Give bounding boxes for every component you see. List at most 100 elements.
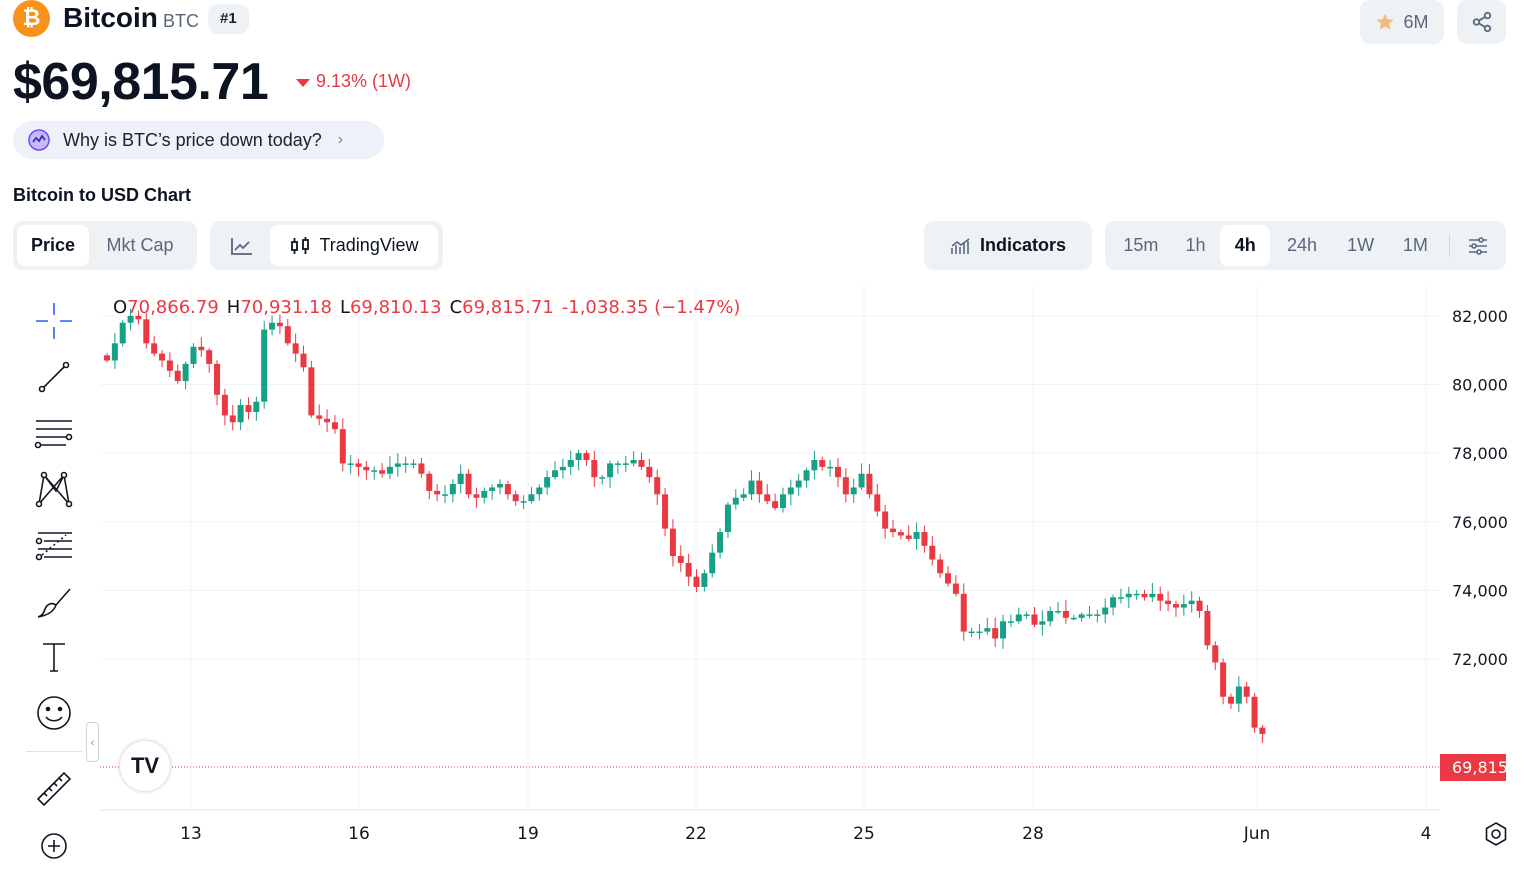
candle-body: [1157, 593, 1164, 601]
tab-price[interactable]: Price: [17, 225, 89, 266]
line-chart-button[interactable]: [214, 225, 270, 266]
candle-body: [544, 477, 551, 488]
ai-insight-button[interactable]: Why is BTC’s price down today? ›: [13, 121, 384, 159]
x-axis: 13 16 19 22 25 28 Jun 4: [180, 824, 1431, 844]
candle-body: [677, 556, 684, 563]
timeframe-24h[interactable]: 24h: [1286, 235, 1317, 255]
ruler-tool[interactable]: [30, 765, 78, 813]
text-tool[interactable]: [30, 633, 78, 681]
candle-body: [559, 466, 566, 471]
fib-tool[interactable]: [30, 521, 78, 569]
candle-body: [1172, 604, 1179, 608]
candle-body: [968, 631, 975, 634]
timeframe-1w[interactable]: 1W: [1347, 235, 1375, 255]
crosshair-tool[interactable]: [30, 297, 78, 345]
fib-icon: [35, 532, 72, 561]
ohlc-low: 69,810.13: [349, 297, 442, 318]
candle-body: [890, 528, 896, 533]
candle-body: [300, 353, 307, 368]
bitcoin-logo-icon: ₿: [13, 0, 50, 37]
watchlist-button[interactable]: 6M: [1360, 0, 1444, 44]
star-icon: [1376, 13, 1394, 30]
candle-body: [1188, 600, 1195, 605]
timeframe-4h[interactable]: 4h: [1220, 225, 1271, 266]
candle-body: [1015, 614, 1022, 622]
candle-body: [882, 511, 889, 529]
candle-body: [1251, 696, 1258, 728]
candle-body: [481, 490, 488, 498]
candle-body: [614, 463, 621, 465]
timeframe-1h[interactable]: 1h: [1185, 235, 1206, 255]
candle-body: [292, 343, 299, 354]
candle-body: [1196, 600, 1203, 611]
candle-body: [528, 494, 535, 502]
chevron-right-icon: ›: [337, 131, 344, 148]
ohlc-high: 70,931.18: [240, 297, 332, 318]
candle-body: [410, 463, 417, 465]
candle-body: [599, 477, 606, 479]
candle-body: [182, 363, 189, 382]
zoom-in-tool[interactable]: [30, 820, 78, 868]
horizontal-lines-tool[interactable]: [30, 409, 78, 457]
emoji-tool[interactable]: [30, 689, 78, 737]
candle-body: [937, 559, 944, 574]
candle-body: [206, 350, 213, 364]
candle-body: [779, 494, 786, 509]
brush-tool[interactable]: [30, 577, 78, 625]
candle-body: [1141, 593, 1148, 598]
collapse-toolbar-button[interactable]: ‹: [86, 722, 99, 762]
candle-body: [842, 477, 849, 495]
ohlc-close: 69,815.71: [462, 297, 554, 318]
timeframe-15m[interactable]: 15m: [1123, 235, 1159, 255]
trend-line-tool[interactable]: [30, 353, 78, 401]
pattern-tool[interactable]: [30, 465, 78, 513]
candle-body: [669, 528, 676, 557]
text-icon: [43, 643, 65, 672]
horizontal-lines-icon: [34, 420, 73, 449]
x-tick-label: Jun: [1243, 824, 1271, 844]
candle-body: [583, 453, 590, 460]
candle-body: [701, 573, 708, 587]
candle-body: [787, 487, 794, 495]
candle-body: [1259, 727, 1266, 734]
indicators-button[interactable]: Indicators: [924, 221, 1092, 270]
candle-body: [489, 487, 496, 491]
candle-body: [457, 473, 464, 485]
candle-body: [394, 463, 401, 467]
candle-body: [1023, 614, 1030, 616]
candle-body: [1055, 610, 1062, 613]
candle-body: [874, 494, 881, 512]
candle-body: [269, 322, 276, 330]
candle-body: [276, 322, 283, 327]
tradingview-button[interactable]: TradingView: [270, 225, 438, 266]
candle-body: [441, 494, 448, 496]
candle-body: [960, 593, 967, 632]
candle-body: [434, 490, 441, 495]
candle-body: [386, 466, 393, 474]
chart-gear-button[interactable]: [1482, 820, 1510, 848]
candle-body: [1165, 600, 1172, 605]
candle-body: [834, 466, 841, 478]
tradingview-logo[interactable]: TV: [120, 741, 170, 791]
gear-icon: [1485, 822, 1507, 846]
indicators-icon: [951, 237, 970, 254]
tradingview-label: TradingView: [319, 235, 419, 255]
y-tick-label: 80,000: [1452, 376, 1508, 395]
candlestick-icon: [291, 236, 310, 254]
tab-mkt-cap[interactable]: Mkt Cap: [106, 235, 174, 255]
candle-body: [905, 535, 912, 539]
candle-body: [111, 343, 118, 361]
down-triangle-icon: [296, 78, 310, 87]
candle-body: [1031, 614, 1038, 625]
sliders-icon: [1469, 236, 1488, 255]
share-button[interactable]: [1457, 0, 1506, 44]
timeframe-1m[interactable]: 1M: [1402, 235, 1428, 255]
candle-body: [1117, 597, 1124, 599]
ai-sparkle-icon: [28, 129, 50, 151]
candle-body: [363, 466, 370, 471]
tools-divider: [26, 751, 82, 752]
candle-body: [638, 460, 645, 467]
candle-body: [347, 463, 354, 465]
chart-settings-button[interactable]: [1456, 225, 1500, 266]
